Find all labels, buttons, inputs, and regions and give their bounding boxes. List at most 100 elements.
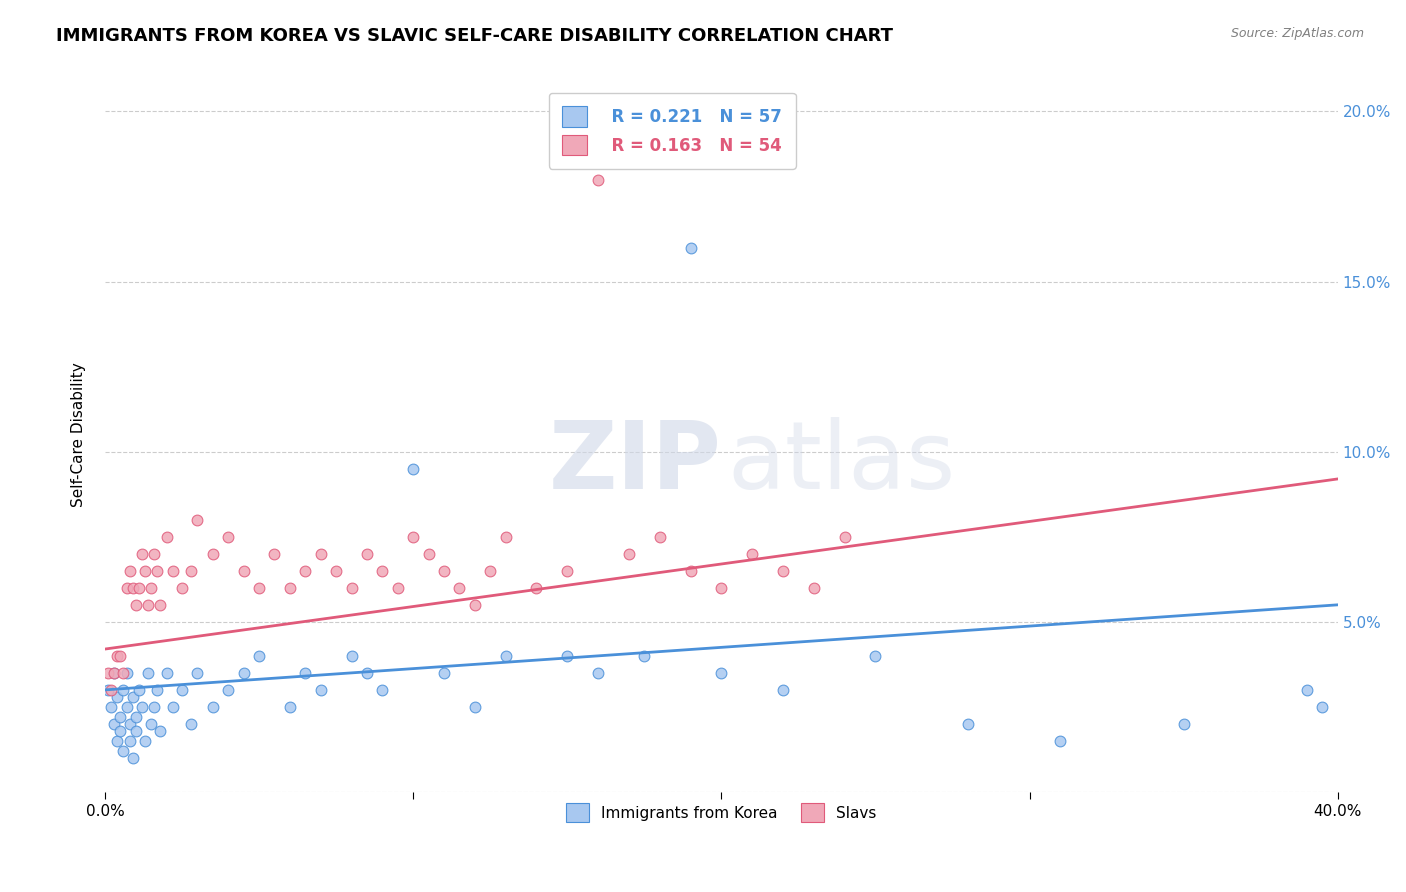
Point (100, 682, 122, 697)
Point (309, 682, 332, 697)
Point (294, 564, 316, 578)
Point (112, 744, 135, 758)
Point (118, 734, 141, 748)
Point (710, 581, 733, 595)
Legend: Immigrants from Korea, Slavs: Immigrants from Korea, Slavs (554, 791, 889, 834)
Point (97, 682, 120, 697)
Point (232, 564, 254, 578)
Y-axis label: Self-Care Disability: Self-Care Disability (72, 362, 86, 507)
Point (263, 547, 285, 561)
Point (143, 699, 166, 714)
Point (555, 648, 578, 663)
Point (633, 648, 655, 663)
Point (143, 547, 166, 561)
Point (865, 648, 887, 663)
Point (201, 699, 224, 714)
Point (617, 547, 640, 561)
Point (134, 734, 156, 748)
Point (464, 699, 486, 714)
Point (741, 547, 763, 561)
Point (679, 241, 702, 255)
Point (247, 581, 270, 595)
Point (141, 717, 163, 731)
Point (146, 564, 169, 578)
Point (217, 530, 239, 544)
Point (186, 665, 208, 680)
Point (131, 699, 153, 714)
Point (247, 648, 270, 663)
Point (495, 530, 517, 544)
Point (118, 564, 141, 578)
Point (772, 564, 794, 578)
Point (121, 690, 143, 704)
Point (110, 648, 132, 663)
Point (115, 581, 138, 595)
Point (136, 598, 159, 612)
Point (1049, 734, 1071, 748)
Point (433, 665, 456, 680)
Text: ZIP: ZIP (548, 417, 721, 509)
Point (217, 682, 239, 697)
Point (648, 530, 671, 544)
Point (110, 723, 132, 738)
Point (180, 717, 202, 731)
Point (1296, 682, 1319, 697)
Point (1312, 699, 1334, 714)
Point (803, 581, 825, 595)
Point (586, 172, 609, 186)
Point (112, 665, 135, 680)
Point (121, 581, 143, 595)
Point (495, 648, 517, 663)
Point (278, 699, 301, 714)
Point (156, 530, 179, 544)
Point (156, 665, 179, 680)
Point (325, 564, 347, 578)
Point (128, 581, 150, 595)
Point (170, 581, 193, 595)
Point (162, 699, 184, 714)
Point (402, 530, 425, 544)
Point (586, 665, 609, 680)
Point (100, 699, 122, 714)
Point (201, 547, 224, 561)
Point (356, 547, 378, 561)
Point (125, 598, 148, 612)
Point (115, 699, 138, 714)
Point (232, 665, 254, 680)
Point (371, 564, 394, 578)
Point (112, 682, 135, 697)
Text: IMMIGRANTS FROM KOREA VS SLAVIC SELF-CARE DISABILITY CORRELATION CHART: IMMIGRANTS FROM KOREA VS SLAVIC SELF-CAR… (56, 27, 893, 45)
Point (340, 648, 363, 663)
Point (294, 665, 316, 680)
Point (115, 665, 138, 680)
Point (149, 598, 172, 612)
Point (125, 723, 148, 738)
Point (118, 717, 141, 731)
Point (105, 648, 128, 663)
Point (125, 710, 148, 724)
Point (146, 682, 169, 697)
Point (110, 710, 132, 724)
Point (103, 717, 125, 731)
Point (141, 581, 163, 595)
Point (278, 581, 301, 595)
Point (464, 598, 486, 612)
Point (371, 682, 394, 697)
Point (162, 564, 184, 578)
Point (1173, 717, 1195, 731)
Point (170, 682, 193, 697)
Point (103, 665, 125, 680)
Point (555, 564, 578, 578)
Point (180, 564, 202, 578)
Point (149, 723, 172, 738)
Text: Source: ZipAtlas.com: Source: ZipAtlas.com (1230, 27, 1364, 40)
Point (186, 513, 208, 527)
Point (309, 547, 332, 561)
Point (479, 564, 502, 578)
Point (128, 682, 150, 697)
Point (134, 564, 156, 578)
Point (97, 665, 120, 680)
Point (402, 461, 425, 475)
Point (121, 751, 143, 765)
Text: atlas: atlas (727, 417, 956, 509)
